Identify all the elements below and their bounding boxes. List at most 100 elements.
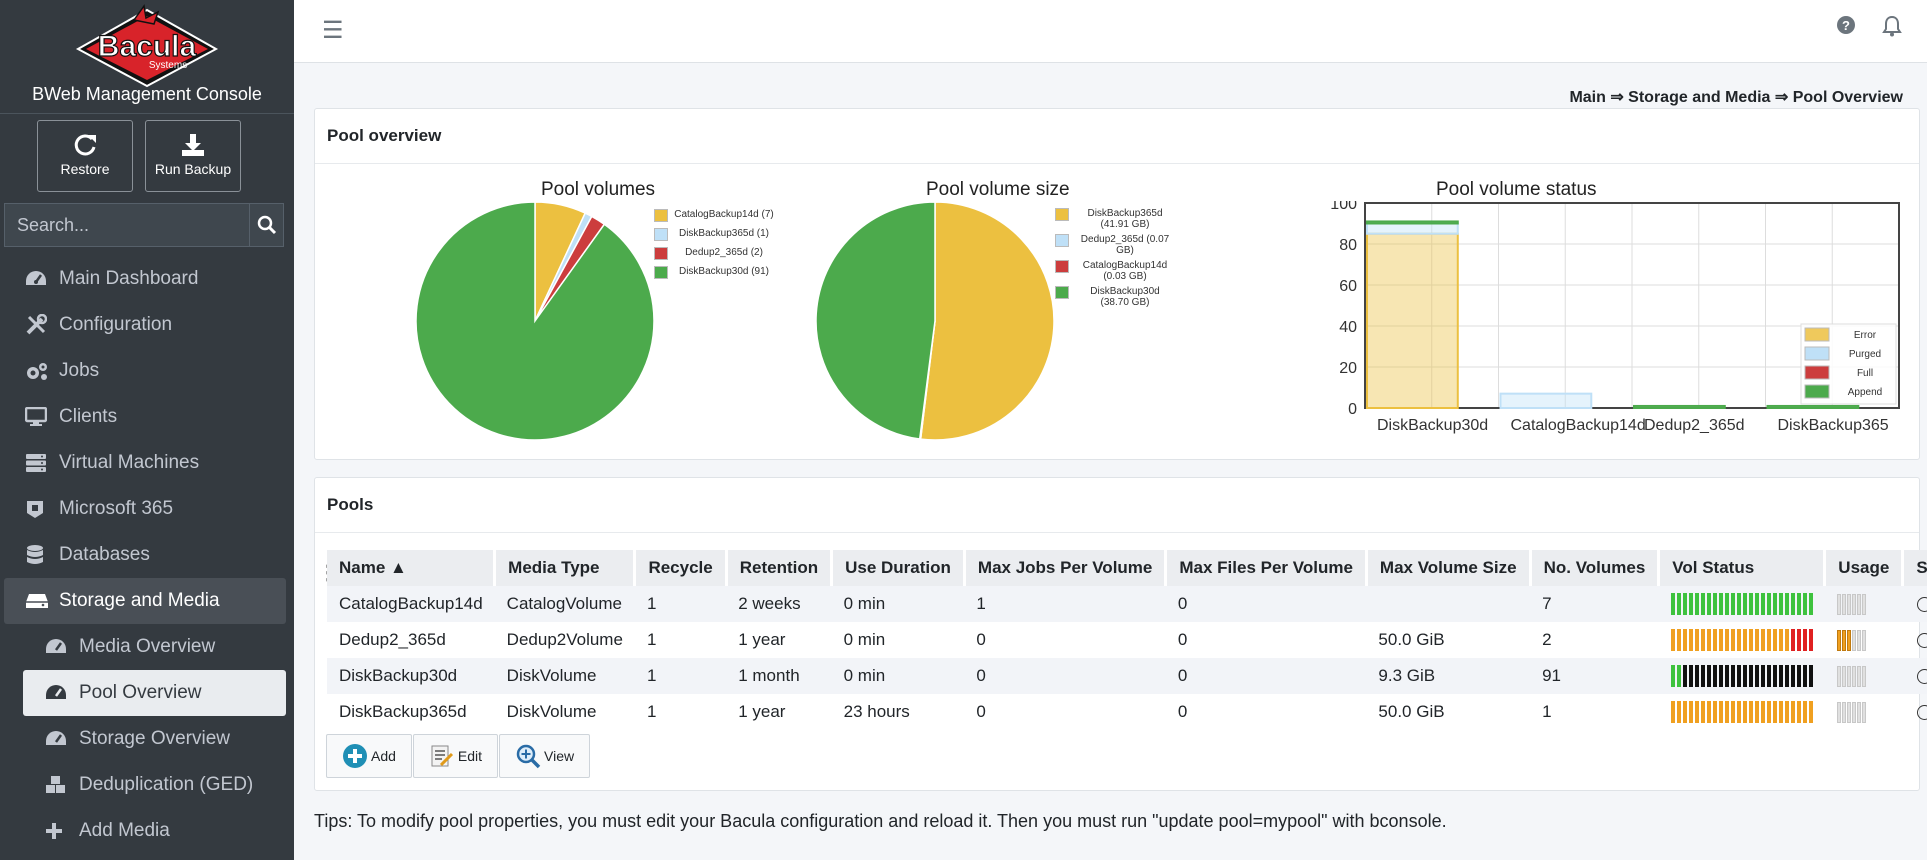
vol-status-segment — [1754, 593, 1759, 615]
legend-item[interactable]: CatalogBackup14d (0.03 GB) — [1055, 260, 1175, 282]
nav-virtual-machines[interactable]: Virtual Machines — [0, 440, 294, 486]
nav-label: Media Overview — [79, 636, 216, 657]
cell-retention: 1 year — [738, 702, 786, 721]
nav-deduplication[interactable]: Deduplication (GED) — [0, 762, 294, 808]
legend-item[interactable]: CatalogBackup14d (7) — [654, 209, 774, 222]
logo-subtext: Systems — [149, 60, 187, 71]
pie-slice — [415, 201, 655, 441]
legend-swatch — [1804, 384, 1830, 399]
nav-jobs[interactable]: Jobs — [0, 348, 294, 394]
cell-select — [1903, 694, 1927, 730]
vol-status-segment — [1766, 665, 1771, 687]
legend-swatch — [1055, 234, 1069, 247]
nav-label: Main Dashboard — [59, 268, 199, 289]
cell-media-type: CatalogVolume — [494, 586, 635, 622]
nav-label: Configuration — [59, 314, 173, 335]
nav-add-media[interactable]: Add Media — [0, 808, 294, 854]
col-max-jobs[interactable]: Max Jobs Per Volume — [964, 550, 1168, 586]
legend-label: CatalogBackup14d (7) — [674, 209, 774, 220]
col-vol-status[interactable]: Vol Status — [1658, 550, 1827, 586]
nav-main-dashboard[interactable]: Main Dashboard — [0, 256, 294, 302]
vol-status-segment — [1766, 701, 1771, 723]
cell-max-files: 0 — [1165, 658, 1367, 694]
usage-bar — [1836, 629, 1891, 651]
legend-label: Purged — [1849, 349, 1881, 360]
help-icon[interactable]: ? — [1836, 15, 1856, 40]
vol-status-segment — [1730, 593, 1735, 615]
nav-label: Deduplication (GED) — [79, 774, 254, 795]
select-radio[interactable] — [1916, 668, 1927, 684]
legend-item[interactable]: DiskBackup365d (1) — [654, 228, 774, 241]
vol-status-segment — [1670, 629, 1675, 651]
table-row[interactable]: DiskBackup30d DiskVolume 1 1 month 0 min 0 0 9.… — [327, 658, 1927, 694]
tachometer-icon — [45, 636, 71, 658]
menu-toggle-icon[interactable]: ☰ — [322, 17, 344, 44]
legend-item[interactable]: Dedup2_365d (0.07 GB) — [1055, 234, 1175, 256]
cell-max-volume-size: 50.0 GiB — [1378, 702, 1445, 721]
nav-storage-and-media[interactable]: Storage and Media — [4, 578, 286, 624]
nav-storage-overview[interactable]: Storage Overview — [0, 716, 294, 762]
cell-max-volume-size: 9.3 GiB — [1366, 658, 1531, 694]
vol-status-bar[interactable] — [1670, 629, 1813, 651]
col-use-duration[interactable]: Use Duration — [831, 550, 966, 586]
nav-databases[interactable]: Databases — [0, 532, 294, 578]
view-button[interactable]: View — [499, 734, 591, 778]
sidebar: Bacula Systems BWeb Management Console R… — [0, 0, 294, 860]
col-select[interactable]: Select — [1902, 550, 1927, 586]
restore-button[interactable]: Restore — [37, 120, 133, 192]
table-row[interactable]: CatalogBackup14d CatalogVolume 1 2 weeks 0 m… — [327, 586, 1927, 622]
vol-status-bar[interactable] — [1670, 665, 1813, 687]
col-usage[interactable]: Usage — [1824, 550, 1905, 586]
vol-status-segment — [1676, 665, 1681, 687]
run-backup-button[interactable]: Run Backup — [145, 120, 241, 192]
col-recycle[interactable]: Recycle — [634, 550, 728, 586]
legend-label: Error — [1854, 330, 1877, 341]
vol-status-bar[interactable] — [1670, 593, 1813, 615]
usage-segment — [1846, 665, 1851, 687]
legend-item[interactable]: DiskBackup365d (41.91 GB) — [1055, 208, 1175, 230]
search-icon — [257, 215, 276, 235]
nav-label: Clients — [59, 406, 118, 427]
col-max-volume-size[interactable]: Max Volume Size — [1366, 550, 1532, 586]
add-button[interactable]: Add — [326, 734, 412, 778]
add-label: Add — [371, 748, 396, 764]
vol-status-segment — [1778, 701, 1783, 723]
select-radio[interactable] — [1916, 632, 1927, 648]
bell-icon[interactable] — [1882, 15, 1902, 42]
col-name[interactable]: Name ▲ — [327, 550, 497, 586]
cell-vol-status — [1658, 586, 1825, 622]
nav-microsoft-365[interactable]: Microsoft 365 — [0, 486, 294, 532]
nav-media-overview[interactable]: Media Overview — [0, 624, 294, 670]
vol-status-segment — [1736, 701, 1741, 723]
search-input[interactable] — [4, 203, 249, 247]
nav-configuration[interactable]: Configuration — [0, 302, 294, 348]
select-radio[interactable] — [1916, 596, 1927, 612]
legend-item[interactable]: Dedup2_365d (2) — [654, 247, 774, 260]
cell-recycle: 1 — [646, 702, 657, 721]
col-media-type[interactable]: Media Type — [494, 550, 637, 586]
vol-status-segment — [1790, 629, 1795, 651]
table-row[interactable]: DiskBackup365d DiskVolume 1 1 year 23 hours 0… — [327, 694, 1927, 730]
tachometer-icon — [45, 682, 71, 704]
col-max-files[interactable]: Max Files Per Volume — [1165, 550, 1368, 586]
vol-status-segment — [1688, 593, 1693, 615]
vol-status-segment — [1688, 665, 1693, 687]
y-tick-label: 60 — [1339, 278, 1357, 295]
legend-item[interactable]: DiskBackup30d (91) — [654, 266, 774, 279]
vol-status-bar[interactable] — [1670, 701, 1813, 723]
nav-pool-overview[interactable]: Pool Overview — [23, 670, 286, 716]
cell-max-files: 0 — [1165, 586, 1367, 622]
search-button[interactable] — [249, 203, 284, 247]
legend-item[interactable]: DiskBackup30d (38.70 GB) — [1055, 286, 1175, 308]
col-retention[interactable]: Retention — [726, 550, 834, 586]
nav-clients[interactable]: Clients — [0, 394, 294, 440]
nav-label: Databases — [59, 544, 150, 565]
edit-button[interactable]: Edit — [412, 734, 499, 778]
vol-status-segment — [1712, 665, 1717, 687]
col-no-volumes[interactable]: No. Volumes — [1530, 550, 1661, 586]
office-icon — [25, 498, 51, 520]
table-row[interactable]: Dedup2_365d Dedup2Volume 1 1 year 0 min 0 0 50.… — [327, 622, 1927, 658]
legend-label: DiskBackup30d (91) — [678, 266, 770, 277]
select-radio[interactable] — [1916, 704, 1927, 720]
bacula-logo[interactable]: Bacula Systems — [0, 0, 294, 88]
